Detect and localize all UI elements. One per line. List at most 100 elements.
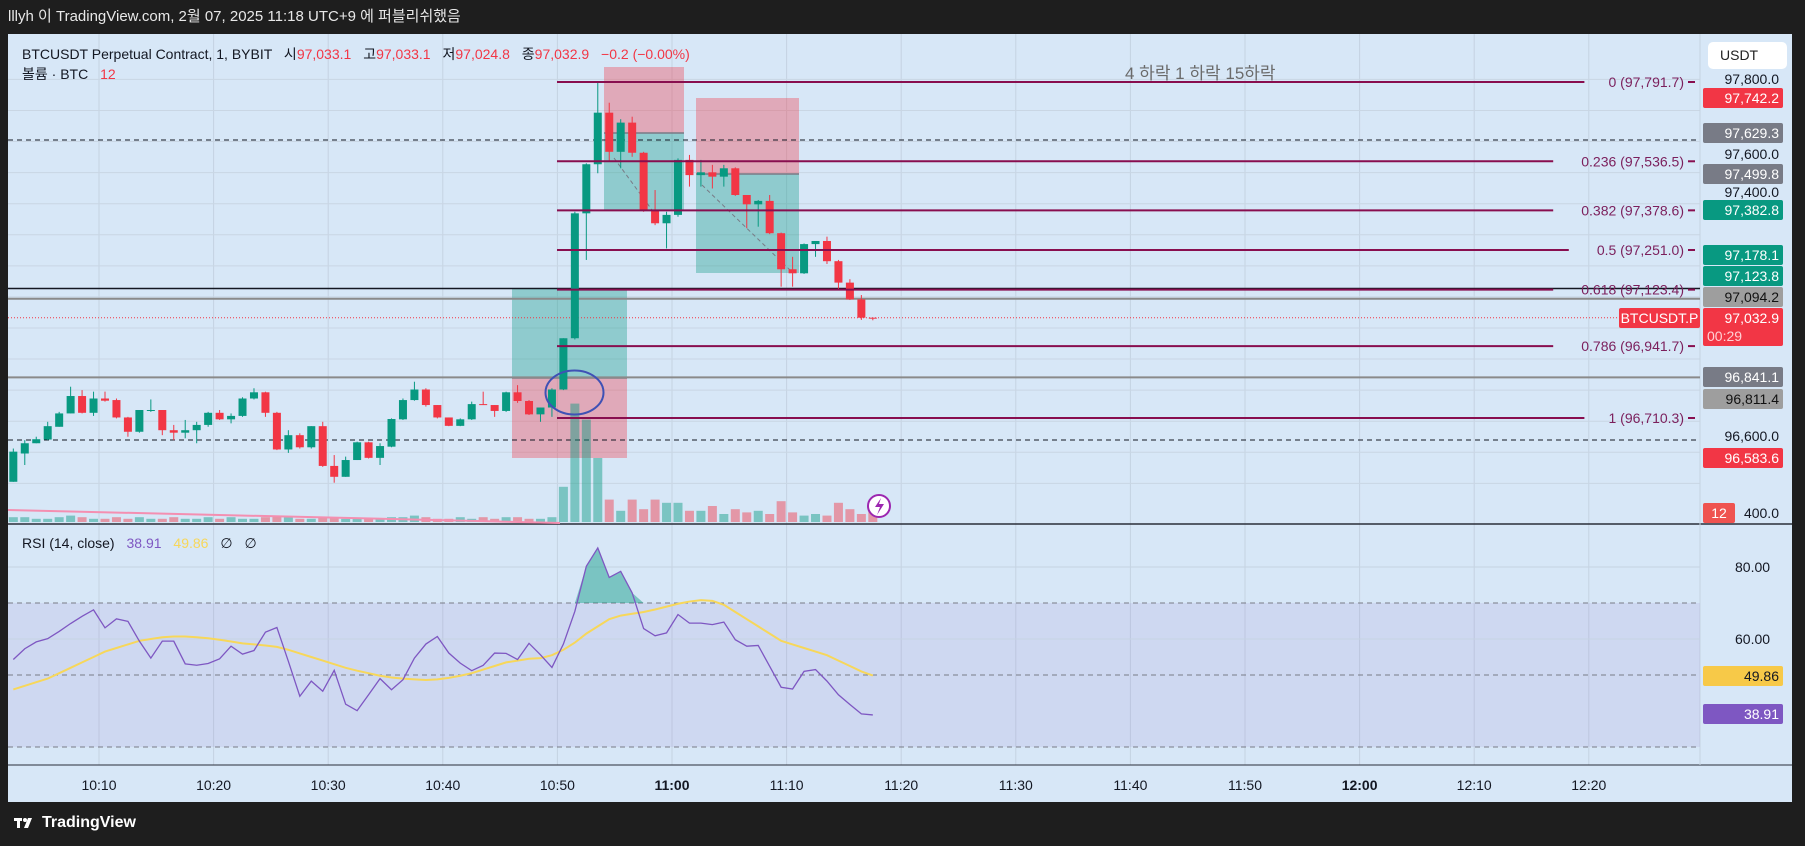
price-badge-bg: [1703, 88, 1783, 108]
volume-bar: [799, 515, 809, 522]
volume-bar: [203, 517, 213, 522]
volume-bar: [604, 499, 614, 522]
volume-bar: [776, 501, 786, 522]
volume-legend: 볼륨 · BTC 12: [22, 66, 116, 82]
rsi-line: [12, 546, 873, 716]
price-badge: 96,583.6: [1725, 450, 1780, 466]
volume-bar: [535, 518, 545, 522]
price-badge-bg: [1703, 448, 1783, 468]
tradingview-logo[interactable]: TradingView: [14, 814, 136, 832]
volume-bar: [283, 517, 293, 522]
candle-body: [238, 398, 247, 416]
volume-label: 볼륨 · BTC: [22, 66, 88, 82]
chart-canvas[interactable]: 0 (97,791.7) 0.236 (97,536.5) 0.382 (97,37…: [8, 34, 1792, 802]
price-badge-bg: [1703, 367, 1783, 387]
time-tick: 11:20: [884, 777, 918, 793]
chart-panel[interactable]: 0 (97,791.7) 0.236 (97,536.5) 0.382 (97,37…: [8, 34, 1792, 802]
current-price-value: 97,032.9: [1725, 310, 1780, 326]
rsi-legend: RSI (14, close) 38.91 49.86 ∅ ∅: [22, 535, 257, 551]
fib-level-label: 0.618 (97,123.4): [1581, 282, 1684, 298]
volume-bar: [169, 517, 179, 522]
tradingview-brand: TradingView: [42, 814, 136, 831]
candle-body: [742, 195, 751, 205]
volume-bar: [134, 517, 144, 522]
candle-body: [215, 412, 224, 420]
currency-selector-button[interactable]: USDT: [1708, 42, 1787, 69]
candle-body: [249, 392, 258, 399]
volume-bar: [306, 518, 316, 522]
volume-bar: [719, 514, 729, 522]
rsi-tick: 80.00: [1735, 559, 1770, 575]
candle-body: [467, 404, 476, 420]
fib-level-label: 0 (97,791.7): [1609, 74, 1685, 90]
volume-bar: [707, 506, 717, 522]
volume-bar: [570, 403, 580, 522]
candle-body: [284, 435, 293, 450]
candle-body: [685, 159, 694, 176]
price-tick: 97,800.0: [1725, 71, 1780, 87]
candle-body: [32, 439, 41, 444]
candle-body: [765, 200, 774, 234]
volume-bar: [673, 502, 683, 522]
price-badge-bg: [1703, 266, 1783, 286]
volume-bar: [650, 499, 660, 522]
lightning-bolt-icon: [875, 498, 884, 515]
volume-bar: [192, 518, 202, 522]
volume-bar: [627, 499, 637, 522]
candle-body: [651, 209, 660, 224]
volume-bar: [845, 509, 855, 522]
candle-body: [387, 419, 396, 447]
volume-bar: [329, 517, 339, 522]
candle-body: [146, 410, 155, 412]
price-badge-bg: [1703, 200, 1783, 220]
candle-body: [628, 122, 637, 153]
time-tick: 11:50: [1228, 777, 1262, 793]
candle-body: [536, 407, 545, 415]
volume-bar: [742, 512, 752, 522]
tradingview-logo-icon: [14, 818, 32, 828]
candle-body: [169, 430, 178, 433]
candle-body: [513, 392, 522, 401]
candle-body: [834, 261, 843, 283]
high-label: 고: [363, 46, 376, 62]
legend-row: BTCUSDT Perpetual Contract, 1, BYBIT 시97…: [22, 46, 690, 62]
candle-body: [295, 435, 304, 448]
candle-body: [376, 446, 385, 458]
volume-bar: [753, 510, 763, 522]
volume-bar: [111, 517, 121, 522]
volume-bar: [364, 518, 374, 522]
symbol-name: BTCUSDT Perpetual Contract, 1, BYBIT: [22, 46, 273, 62]
volume-bar: [238, 518, 248, 522]
volume-bar: [215, 518, 225, 522]
fib-level-label: 0.5 (97,251.0): [1597, 242, 1684, 258]
rsi-ma-badge: 49.86: [1744, 668, 1779, 684]
volume-bar: [43, 518, 53, 522]
rsi-extra-1: ∅: [220, 535, 232, 551]
price-badge: 97,123.8: [1725, 268, 1780, 284]
candle-body: [398, 400, 407, 420]
candle-body: [582, 164, 591, 214]
volume-bar: [662, 502, 672, 522]
highlight-circle: [544, 369, 605, 416]
price-tick: 96,600.0: [1725, 428, 1780, 444]
candle-body: [777, 233, 786, 270]
volume-bar: [375, 518, 385, 522]
candle-body: [662, 214, 671, 224]
candle-body: [570, 213, 579, 339]
volume-bar: [77, 517, 87, 522]
price-badge: 96,841.1: [1725, 369, 1780, 385]
fib-level-label: 1 (96,710.3): [1609, 410, 1685, 426]
candle-body: [674, 159, 682, 215]
candle-body: [433, 405, 442, 418]
time-tick: 12:10: [1457, 777, 1492, 793]
price-badge-bg: [1703, 389, 1783, 409]
volume-bar: [260, 517, 270, 522]
candle-body: [822, 240, 831, 262]
price-badge-bg: [1703, 123, 1783, 143]
volume-ma-line: [8, 509, 561, 524]
candle-body: [490, 405, 499, 411]
price-tick: 400.0: [1744, 505, 1779, 521]
candle-body: [272, 412, 281, 450]
open-label: 시: [284, 46, 297, 62]
open-value: 97,033.1: [297, 46, 352, 62]
